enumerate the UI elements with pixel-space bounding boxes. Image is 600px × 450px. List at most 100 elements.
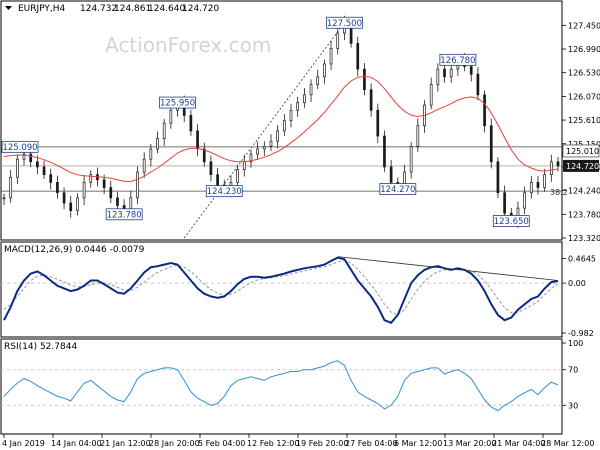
candle-body [323,63,326,78]
price-tick-label: 126.530 [568,69,600,78]
annotation-text: 125.090 [2,143,37,153]
candle-body [303,94,306,103]
candle-body [89,174,93,183]
candle-body [102,179,106,188]
candle [42,160,46,179]
macd-tick-label: 0.4645 [568,255,596,264]
time-tick-label: 27 Feb 04:00 [345,439,397,448]
macd-tick-label: 0.00 [568,279,586,288]
macd-title: MACD(12,26,9) 0.0446 -0.0079 [4,245,145,255]
candle-body [289,109,293,121]
annotation-text: 123.780 [107,210,142,220]
candle-body [29,153,33,163]
annotation-box [105,208,143,221]
chart-title: EURJPY,H4 [18,4,66,14]
candle [109,180,113,204]
candle [82,175,86,206]
candle [242,154,246,177]
candle-body [529,182,533,194]
candle-body [36,161,39,168]
candle-body [429,84,433,106]
candle-body [42,166,46,176]
candle-body [256,148,259,155]
price-tick-label: 124.240 [568,187,600,196]
candle [249,149,253,168]
candle-body [469,66,473,75]
candle [156,131,159,154]
moving-average-line [3,75,559,182]
candle [62,187,66,210]
candle-body [489,125,493,163]
time-tick-label: 21 Jan 12:00 [100,439,151,448]
candle [136,166,139,204]
rsi-line [3,360,559,412]
candle [262,141,266,156]
candle-body [156,138,159,150]
candle-body [209,161,213,176]
annotation-box [379,183,417,195]
candle [269,134,273,151]
watermark: ActionForex.com [105,33,271,57]
ohlc-low: 124.640 [148,4,185,14]
time-tick-label: 28 Jan 20:00 [149,439,200,448]
price-panel-frame [0,0,563,241]
collapse-triangle-icon[interactable] [5,6,12,10]
ohlc-close: 124.720 [182,4,219,14]
annotation-label: 123.780 [105,208,143,221]
candle-body [523,192,526,209]
candle-body [262,145,266,150]
candle [102,174,106,195]
candle [256,141,259,161]
rsi-tick-label: 30 [568,401,578,410]
candle [142,152,146,178]
candle [363,63,366,96]
candle-body [443,68,446,78]
candle [296,96,300,117]
price-tick-label: 126.990 [568,45,600,54]
candle-body [76,197,79,212]
candle-body [416,125,420,147]
candle [69,195,73,218]
candle-body [536,182,540,188]
annotation-text: 127.500 [327,19,362,29]
candle [15,154,19,185]
candle-body [329,48,333,65]
candle [416,118,420,152]
candle [89,170,93,188]
candle-body [22,153,26,160]
candle [9,170,13,203]
annotation-box [205,185,243,198]
candle [2,193,6,206]
candle-body [69,202,73,212]
annotation-box [439,53,477,66]
candle [523,186,526,215]
candle [149,143,153,167]
rsi-panel-frame [0,338,563,435]
candle-body [409,145,413,173]
annotation-box [326,16,363,29]
candle-body [49,174,53,183]
candle [329,41,333,71]
candle-body [483,94,486,127]
annotation-label: 123.650 [492,215,530,227]
annotation-text: 125.950 [160,99,195,109]
candle-body [62,192,66,204]
price-tick-label: 125.150 [568,140,600,149]
candle [376,103,380,143]
candle-body [449,68,453,78]
candle [449,62,453,83]
candle-body [336,32,340,49]
candle-body [376,109,380,137]
candle-body [56,182,59,194]
price-axis: 123.320123.780124.240124.700125.150125.6… [562,21,600,243]
annotation-label: 124.270 [379,183,417,195]
ohlc-readout: 124.732 124.861 124.640 124.720 [80,4,219,14]
price-tick-label: 123.320 [568,234,600,243]
candle [436,63,440,92]
candle-body [556,161,560,167]
macd-panel-frame [0,241,563,338]
rsi-tick-label: 70 [568,366,578,375]
macd-axis: 0.4645 0.00 -0.982 [562,255,596,338]
candle [189,109,193,136]
candle-body [196,130,199,150]
